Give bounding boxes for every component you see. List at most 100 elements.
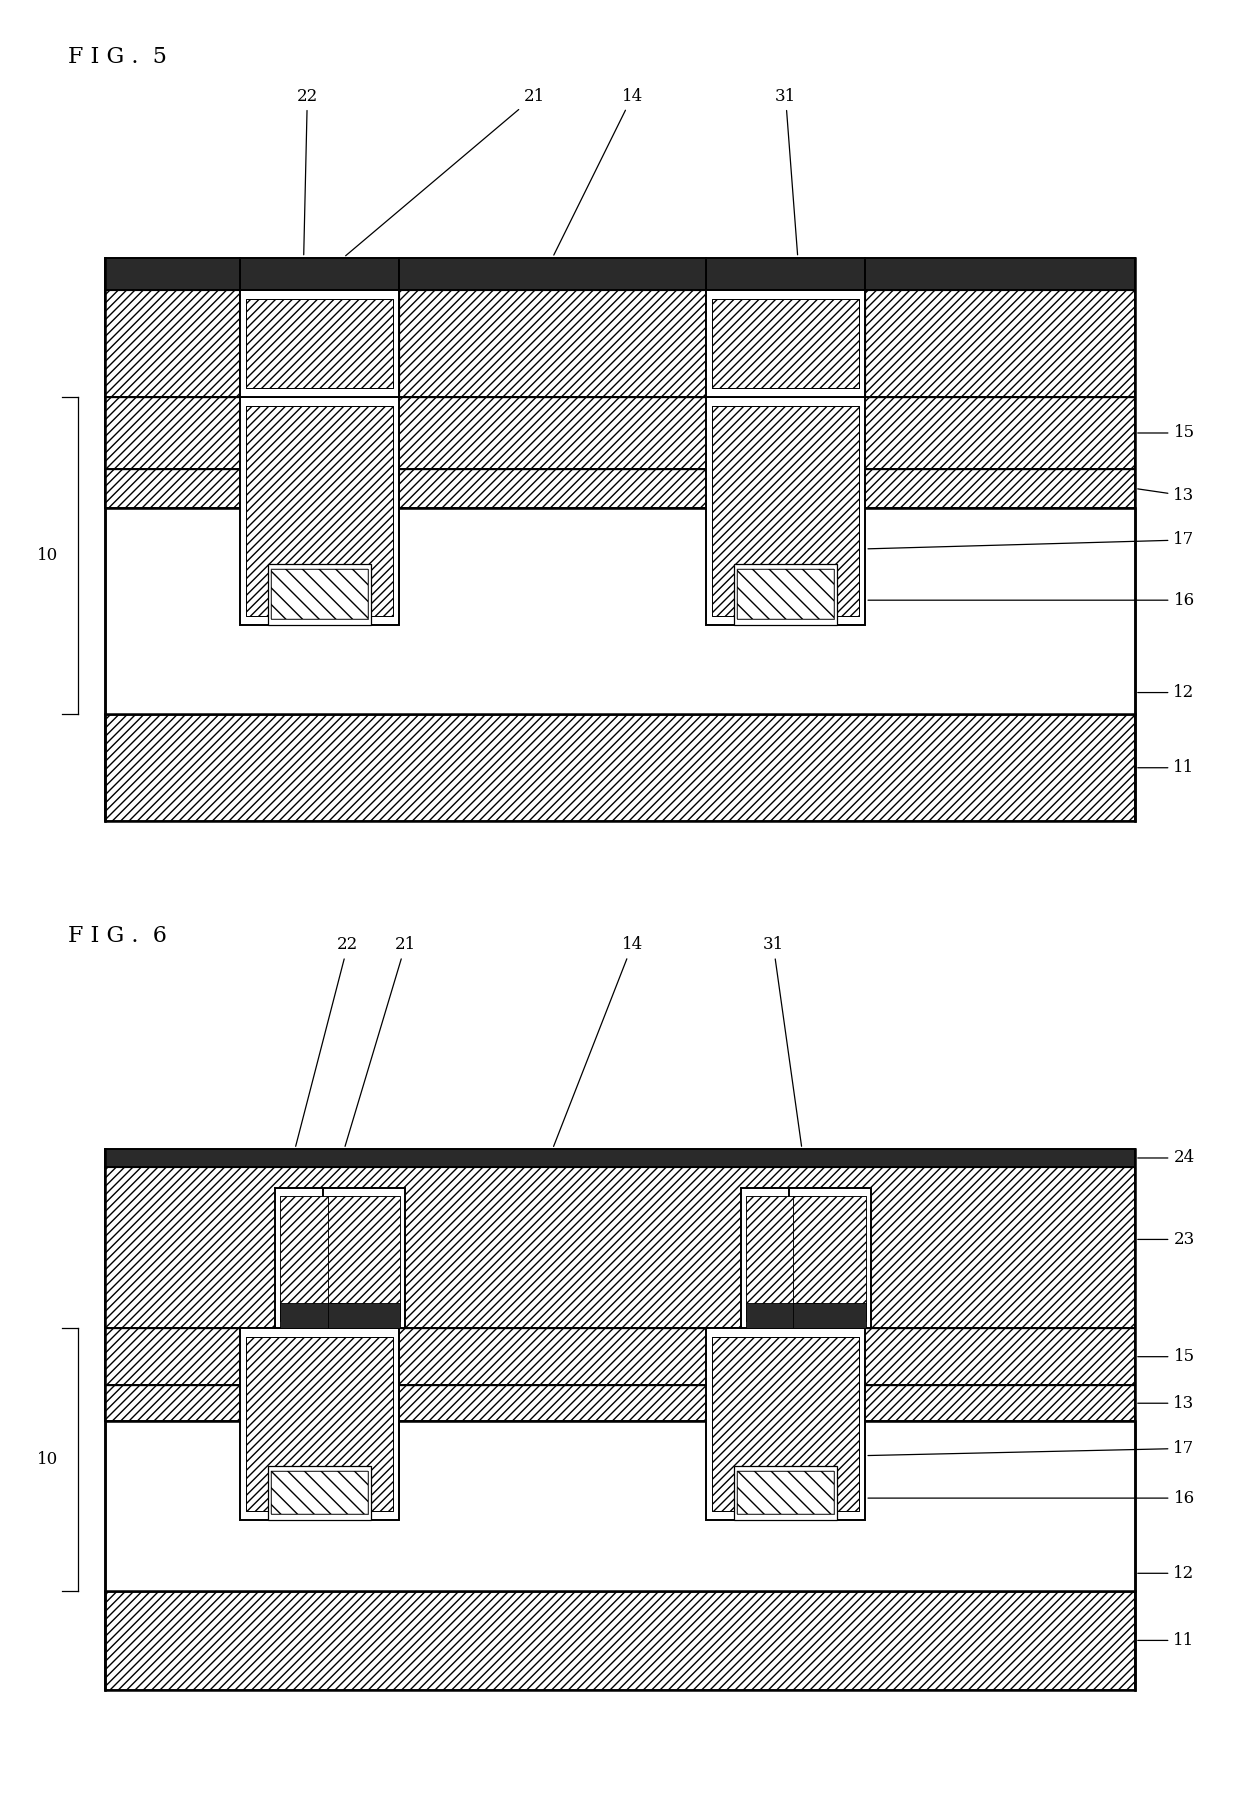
- Bar: [794, 1196, 866, 1321]
- Bar: [399, 290, 706, 397]
- Bar: [105, 1167, 1135, 1328]
- Bar: [105, 1149, 1135, 1167]
- Bar: [746, 1302, 818, 1328]
- Bar: [239, 290, 399, 397]
- Bar: [280, 1196, 352, 1321]
- Bar: [246, 1337, 393, 1510]
- Bar: [327, 1196, 401, 1321]
- Bar: [866, 258, 1135, 290]
- Bar: [105, 509, 1135, 714]
- Text: 13: 13: [1138, 487, 1194, 503]
- Bar: [742, 1189, 823, 1328]
- Bar: [322, 1189, 404, 1328]
- Text: 13: 13: [1138, 1394, 1194, 1413]
- Text: 12: 12: [1138, 1564, 1194, 1582]
- Text: 15: 15: [1138, 1348, 1194, 1366]
- Bar: [105, 1591, 1135, 1690]
- Bar: [246, 299, 393, 388]
- Text: 14: 14: [554, 88, 642, 254]
- Bar: [712, 1337, 859, 1510]
- Bar: [327, 1302, 401, 1328]
- Bar: [275, 1189, 357, 1328]
- Bar: [738, 568, 833, 619]
- Bar: [105, 469, 1135, 509]
- Bar: [280, 1196, 352, 1321]
- Bar: [239, 258, 399, 290]
- Bar: [105, 1328, 1135, 1385]
- Text: 16: 16: [868, 592, 1194, 608]
- Text: 16: 16: [868, 1490, 1194, 1506]
- Text: 11: 11: [1138, 1633, 1194, 1649]
- Bar: [866, 290, 1135, 397]
- Text: 21: 21: [346, 88, 544, 256]
- Bar: [734, 1467, 837, 1519]
- Bar: [105, 1328, 1135, 1385]
- Text: F I G .  5: F I G . 5: [68, 47, 167, 69]
- Bar: [105, 397, 1135, 469]
- Bar: [272, 1472, 368, 1514]
- Bar: [746, 1196, 818, 1321]
- Text: 12: 12: [1138, 684, 1194, 702]
- Bar: [738, 1472, 833, 1514]
- Text: 17: 17: [868, 1440, 1194, 1458]
- Text: 31: 31: [763, 936, 801, 1146]
- Bar: [239, 397, 399, 624]
- Bar: [706, 290, 866, 397]
- Bar: [246, 406, 393, 615]
- Bar: [105, 469, 1135, 509]
- Bar: [706, 258, 866, 290]
- Bar: [272, 568, 368, 619]
- Bar: [794, 1302, 866, 1328]
- Bar: [280, 1302, 352, 1328]
- Bar: [105, 1385, 1135, 1422]
- Bar: [399, 290, 706, 397]
- Bar: [246, 406, 393, 615]
- Bar: [706, 1328, 866, 1519]
- Bar: [268, 1467, 372, 1519]
- Bar: [738, 568, 833, 619]
- Bar: [105, 258, 239, 290]
- Text: 22: 22: [295, 936, 358, 1146]
- Text: 31: 31: [775, 88, 797, 254]
- Bar: [794, 1196, 866, 1321]
- Bar: [712, 299, 859, 388]
- Text: 21: 21: [345, 936, 417, 1146]
- Text: 14: 14: [553, 936, 642, 1147]
- Bar: [712, 1337, 859, 1510]
- Bar: [105, 714, 1135, 821]
- Bar: [789, 1189, 870, 1328]
- Bar: [712, 406, 859, 615]
- Text: 22: 22: [296, 88, 317, 254]
- Bar: [738, 1472, 833, 1514]
- Bar: [239, 1328, 399, 1519]
- Bar: [706, 397, 866, 624]
- Text: 11: 11: [1138, 759, 1194, 776]
- Text: 10: 10: [37, 547, 58, 565]
- Bar: [268, 563, 372, 624]
- Text: 15: 15: [1138, 424, 1194, 442]
- Bar: [105, 1422, 1135, 1591]
- Bar: [246, 1337, 393, 1510]
- Bar: [105, 397, 1135, 469]
- Bar: [327, 1196, 401, 1321]
- Bar: [866, 290, 1135, 397]
- Bar: [272, 1472, 368, 1514]
- Text: 17: 17: [868, 532, 1194, 548]
- Bar: [246, 299, 393, 388]
- Bar: [105, 1167, 1135, 1328]
- Text: 23: 23: [1138, 1230, 1194, 1248]
- Bar: [105, 290, 239, 397]
- Text: 24: 24: [1138, 1149, 1194, 1167]
- Bar: [712, 406, 859, 615]
- Text: 10: 10: [37, 1450, 58, 1468]
- Text: F I G .  6: F I G . 6: [68, 925, 167, 947]
- Bar: [272, 568, 368, 619]
- Bar: [746, 1196, 818, 1321]
- Bar: [105, 290, 239, 397]
- Bar: [712, 299, 859, 388]
- Bar: [105, 1591, 1135, 1690]
- Bar: [734, 563, 837, 624]
- Bar: [105, 1385, 1135, 1422]
- Bar: [105, 714, 1135, 821]
- Bar: [399, 258, 706, 290]
